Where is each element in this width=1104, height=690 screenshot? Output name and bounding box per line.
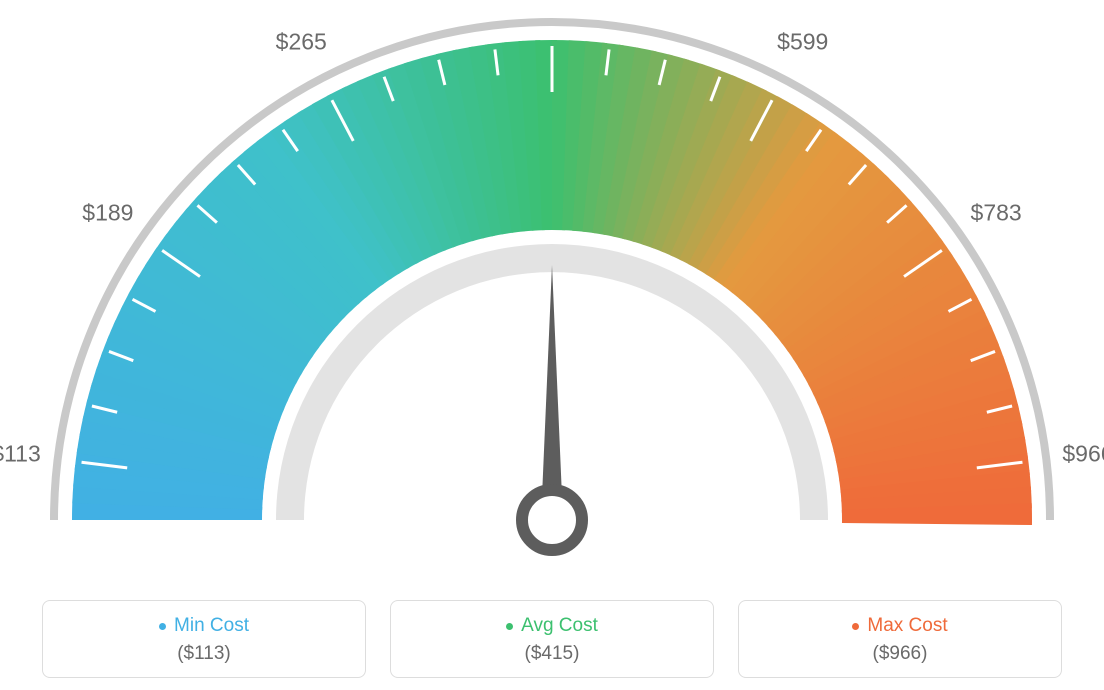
dot-icon bbox=[852, 623, 859, 630]
legend-title-avg: Avg Cost bbox=[506, 615, 598, 637]
legend-card-max: Max Cost ($966) bbox=[738, 600, 1062, 678]
legend-label-avg: Avg Cost bbox=[521, 615, 598, 637]
dot-icon bbox=[159, 623, 166, 630]
gauge-tick-label: $189 bbox=[82, 199, 133, 226]
gauge-tick-label: $599 bbox=[777, 28, 828, 55]
legend-value-max: ($966) bbox=[749, 643, 1051, 665]
gauge-svg bbox=[0, 0, 1104, 560]
legend-title-min: Min Cost bbox=[159, 615, 249, 637]
legend-card-min: Min Cost ($113) bbox=[42, 600, 366, 678]
legend-label-max: Max Cost bbox=[867, 615, 947, 637]
dot-icon bbox=[506, 623, 513, 630]
legend-card-avg: Avg Cost ($415) bbox=[390, 600, 714, 678]
gauge-chart-container: $113$189$265$415$599$783$966 Min Cost ($… bbox=[0, 0, 1104, 690]
legend-value-avg: ($415) bbox=[401, 643, 703, 665]
gauge-tick-label: $265 bbox=[276, 28, 327, 55]
gauge-area: $113$189$265$415$599$783$966 bbox=[0, 0, 1104, 560]
legend-value-min: ($113) bbox=[53, 643, 355, 665]
gauge-tick-label: $113 bbox=[0, 441, 41, 468]
legend-row: Min Cost ($113) Avg Cost ($415) Max Cost… bbox=[0, 600, 1104, 678]
legend-title-max: Max Cost bbox=[852, 615, 947, 637]
legend-label-min: Min Cost bbox=[174, 615, 249, 637]
gauge-tick-label: $966 bbox=[1062, 441, 1104, 468]
gauge-tick-label: $783 bbox=[971, 199, 1022, 226]
